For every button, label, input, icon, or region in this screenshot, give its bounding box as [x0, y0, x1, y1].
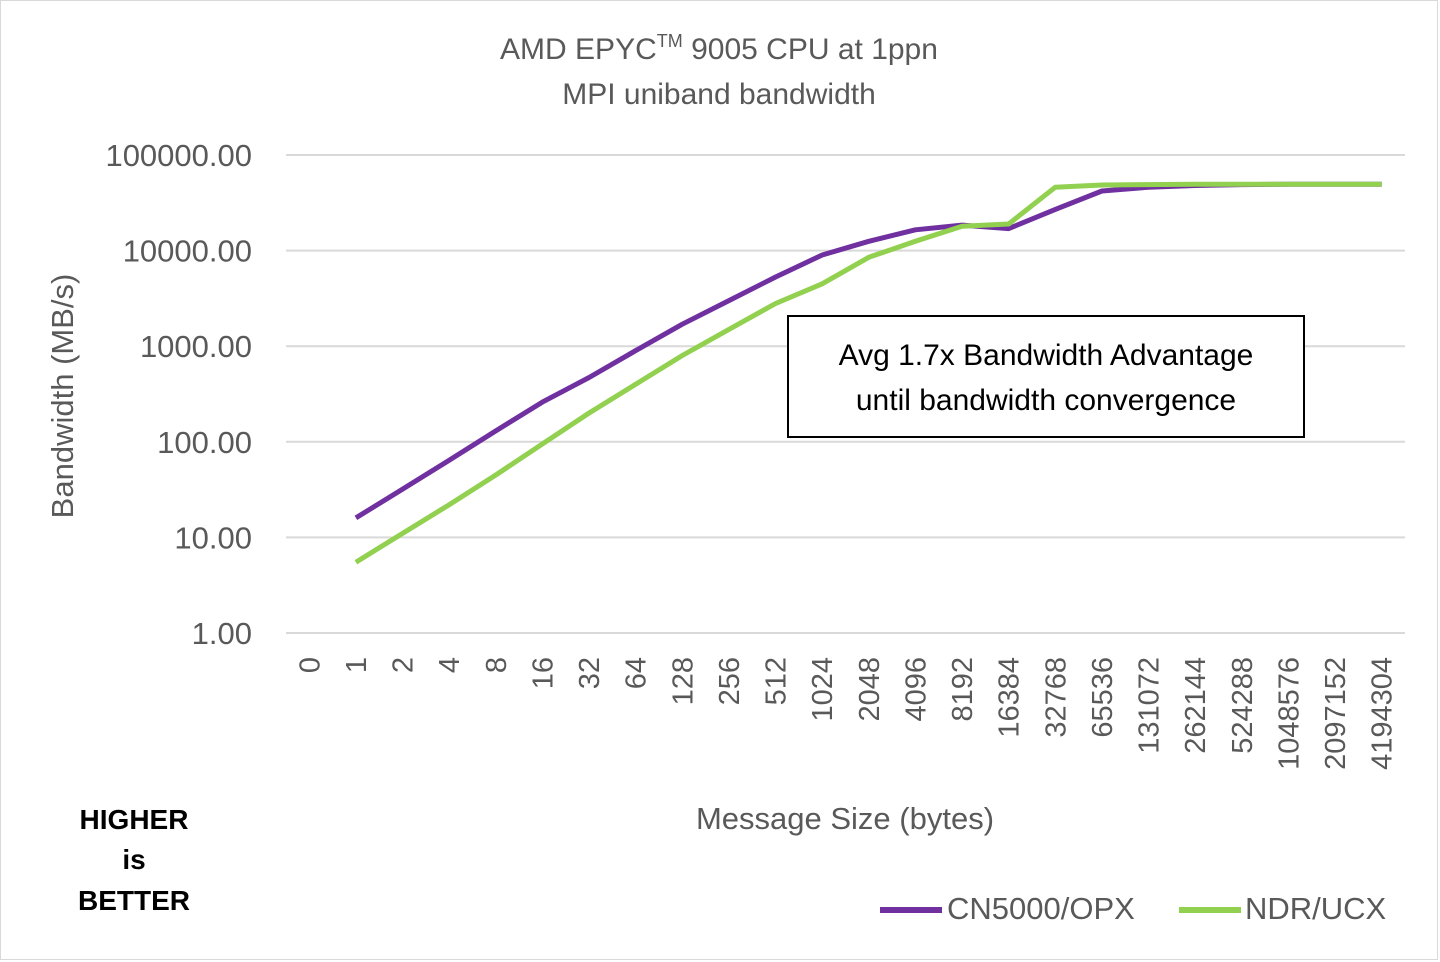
y-tick-label: 100000.00 — [105, 138, 252, 173]
x-tick-label: 524288 — [1227, 657, 1259, 754]
x-tick-label: 1 — [341, 657, 373, 673]
x-tick-labels: 0 1 2 4 8 16 32 64 128 256 512 1024 2048 4096 8192 1638… — [294, 657, 1398, 770]
chart-subtitle: MPI uniband bandwidth — [562, 78, 876, 111]
y-tick-label: 1000.00 — [140, 329, 252, 364]
x-tick-label: 32768 — [1040, 657, 1072, 738]
chart-title-main: AMD EPYC — [500, 33, 657, 66]
y-tick-label: 10.00 — [174, 520, 252, 555]
x-tick-label: 1024 — [807, 657, 839, 722]
x-tick-label: 128 — [667, 657, 699, 705]
legend: CN5000/OPX NDR/UCX — [880, 891, 1387, 926]
annotation-box: Avg 1.7x Bandwidth Advantage until bandw… — [787, 315, 1305, 438]
y-axis-label: Bandwidth (MB/s) — [45, 274, 80, 519]
legend-label-cn5000: CN5000/OPX — [947, 891, 1135, 926]
x-tick-label: 4096 — [900, 657, 932, 722]
y-tick-label: 10000.00 — [123, 234, 252, 269]
x-tick-label: 2 — [388, 657, 420, 673]
series-line-1 — [354, 181, 1382, 565]
x-tick-label: 16 — [527, 657, 559, 689]
note-higher: HIGHER — [80, 804, 189, 835]
chart-title: AMD EPYCTM 9005 CPU at 1ppn — [500, 31, 938, 66]
x-tick-label: 256 — [714, 657, 746, 705]
legend-label-ndr: NDR/UCX — [1245, 891, 1387, 926]
chart-title-rest: 9005 CPU at 1ppn — [683, 33, 938, 66]
x-tick-label: 16384 — [994, 657, 1026, 738]
x-axis-label: Message Size (bytes) — [696, 801, 994, 836]
x-tick-label: 131072 — [1134, 657, 1166, 754]
x-tick-label: 8 — [481, 657, 513, 673]
x-tick-label: 4194304 — [1367, 657, 1399, 770]
x-tick-label: 64 — [621, 657, 653, 689]
annotation-line-1: Avg 1.7x Bandwidth Advantage — [839, 339, 1254, 372]
annotation-line-2: until bandwidth convergence — [856, 384, 1236, 417]
y-tick-label: 100.00 — [157, 425, 252, 460]
note-better: BETTER — [78, 885, 190, 916]
x-tick-label: 65536 — [1087, 657, 1119, 738]
y-tick-label: 1.00 — [192, 616, 252, 651]
annotation-border — [787, 315, 1305, 438]
x-tick-label: 512 — [761, 657, 793, 705]
higher-is-better-note: HIGHER is BETTER — [78, 804, 190, 916]
chart-title-superscript: TM — [657, 31, 683, 51]
y-tick-labels: 100000.00 10000.00 1000.00 100.00 10.00 1.00 — [105, 138, 252, 651]
x-tick-label: 1048576 — [1273, 657, 1305, 770]
series-lines — [354, 181, 1382, 565]
x-tick-label: 262144 — [1180, 657, 1212, 754]
x-tick-label: 2048 — [854, 657, 886, 722]
x-tick-label: 2097152 — [1320, 657, 1352, 770]
x-tick-label: 32 — [574, 657, 606, 689]
x-tick-label: 8192 — [947, 657, 979, 722]
x-tick-label: 4 — [434, 657, 466, 673]
note-is: is — [122, 844, 145, 875]
x-tick-label: 0 — [294, 657, 326, 673]
